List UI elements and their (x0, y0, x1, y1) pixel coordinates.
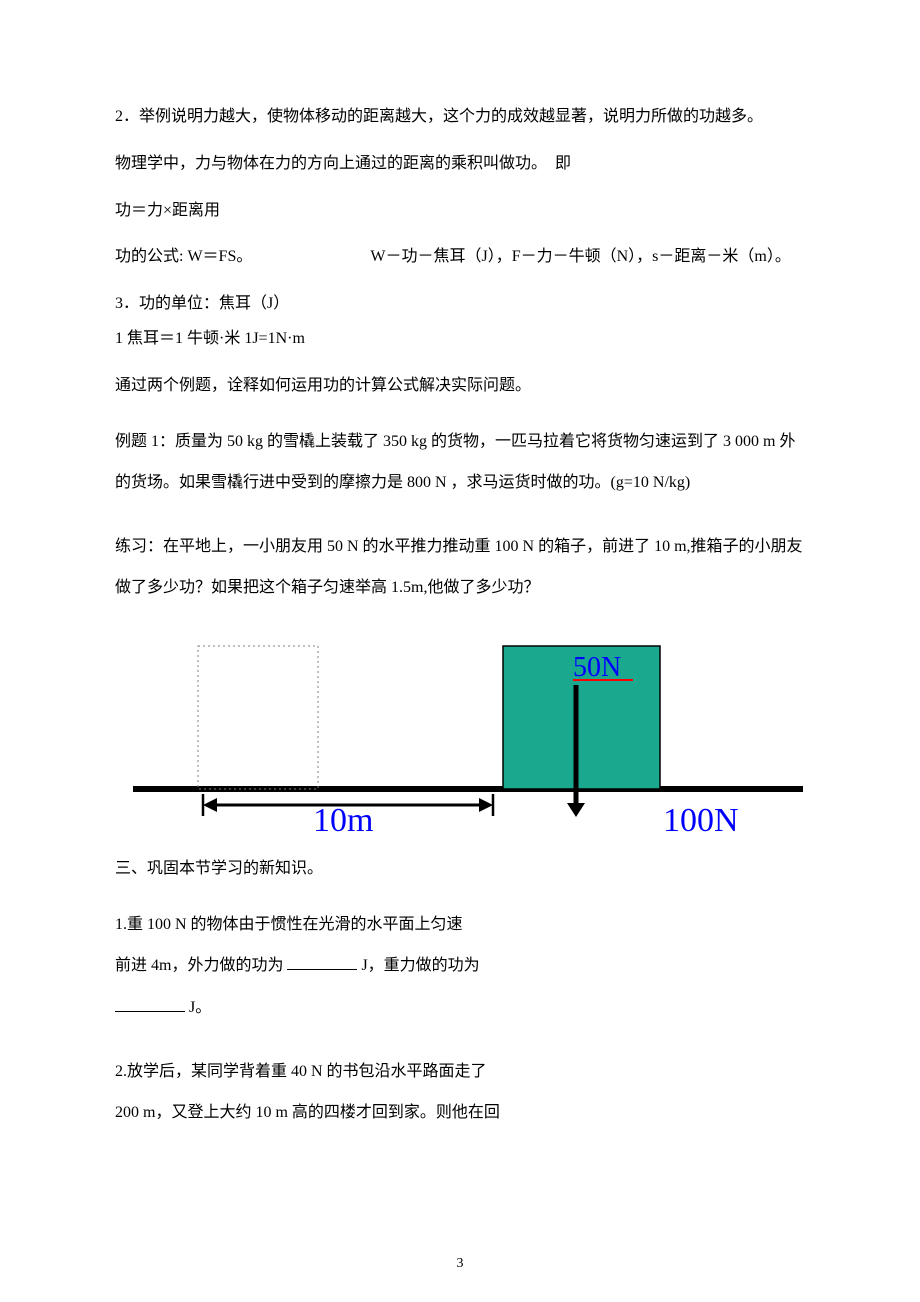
q1-line3: J。 (115, 987, 805, 1029)
paragraph-5: 3．功的单位：焦耳（J） (115, 292, 805, 317)
dim-arrow-head-right (479, 798, 493, 812)
paragraph-7: 通过两个例题，诠释如何运用功的计算公式解决实际问题。 (115, 374, 805, 399)
q2-line2: 200 m，又登上大约 10 m 高的四楼才回到家。则他在回 (115, 1092, 805, 1134)
q1-line2-pre: 前进 4m，外力做的功为 (115, 957, 283, 974)
dim-arrow-head-left (203, 798, 217, 812)
page-number: 3 (0, 1256, 920, 1272)
formula-rhs: W－功－焦耳（J），F－力－牛顿（N），s－距离－米（m）。 (370, 248, 790, 265)
q1-line2: 前进 4m，外力做的功为 J，重力做的功为 (115, 945, 805, 987)
paragraph-formula: 功的公式: W＝FS。 W－功－焦耳（J），F－力－牛顿（N），s－距离－米（m… (115, 245, 805, 270)
weight-arrow-head (567, 803, 585, 817)
paragraph-2: 物理学中，力与物体在力的方向上通过的距离的乘积叫做功。 即 (115, 152, 805, 177)
dashed-box (198, 646, 318, 789)
paragraph-3: 功＝力×距离用 (115, 199, 805, 224)
q1-line2-mid: J，重力做的功为 (361, 957, 479, 974)
diagram-svg: 50N 10m 100N (133, 631, 803, 836)
exercise-1: 练习：在平地上，一小朋友用 50 N 的水平推力推动重 100 N 的箱子，前进… (115, 526, 805, 609)
q1-line1: 1.重 100 N 的物体由于惯性在光滑的水平面上匀速 (115, 904, 805, 946)
formula-lhs: 功的公式: W＝FS。 (115, 248, 252, 265)
blank-2 (115, 995, 185, 1012)
label-100n: 100N (663, 802, 739, 836)
section-3-heading: 三、巩固本节学习的新知识。 (115, 857, 805, 882)
document-page: 2．举例说明力越大，使物体移动的距离越大，这个力的成效越显著，说明力所做的功越多… (0, 0, 920, 1302)
paragraph-1: 2．举例说明力越大，使物体移动的距离越大，这个力的成效越显著，说明力所做的功越多… (115, 105, 805, 130)
blank-1 (287, 953, 357, 970)
label-50n: 50N (573, 652, 621, 683)
label-10m: 10m (313, 802, 373, 836)
physics-diagram: 50N 10m 100N (133, 631, 803, 831)
paragraph-6: 1 焦耳＝1 牛顿·米 1J=1N·m (115, 327, 805, 352)
q2-line1: 2.放学后，某同学背着重 40 N 的书包沿水平路面走了 (115, 1051, 805, 1093)
q1-line3-post: J。 (189, 999, 211, 1016)
example-1: 例题 1：质量为 50 kg 的雪橇上装载了 350 kg 的货物，一匹马拉着它… (115, 421, 805, 504)
